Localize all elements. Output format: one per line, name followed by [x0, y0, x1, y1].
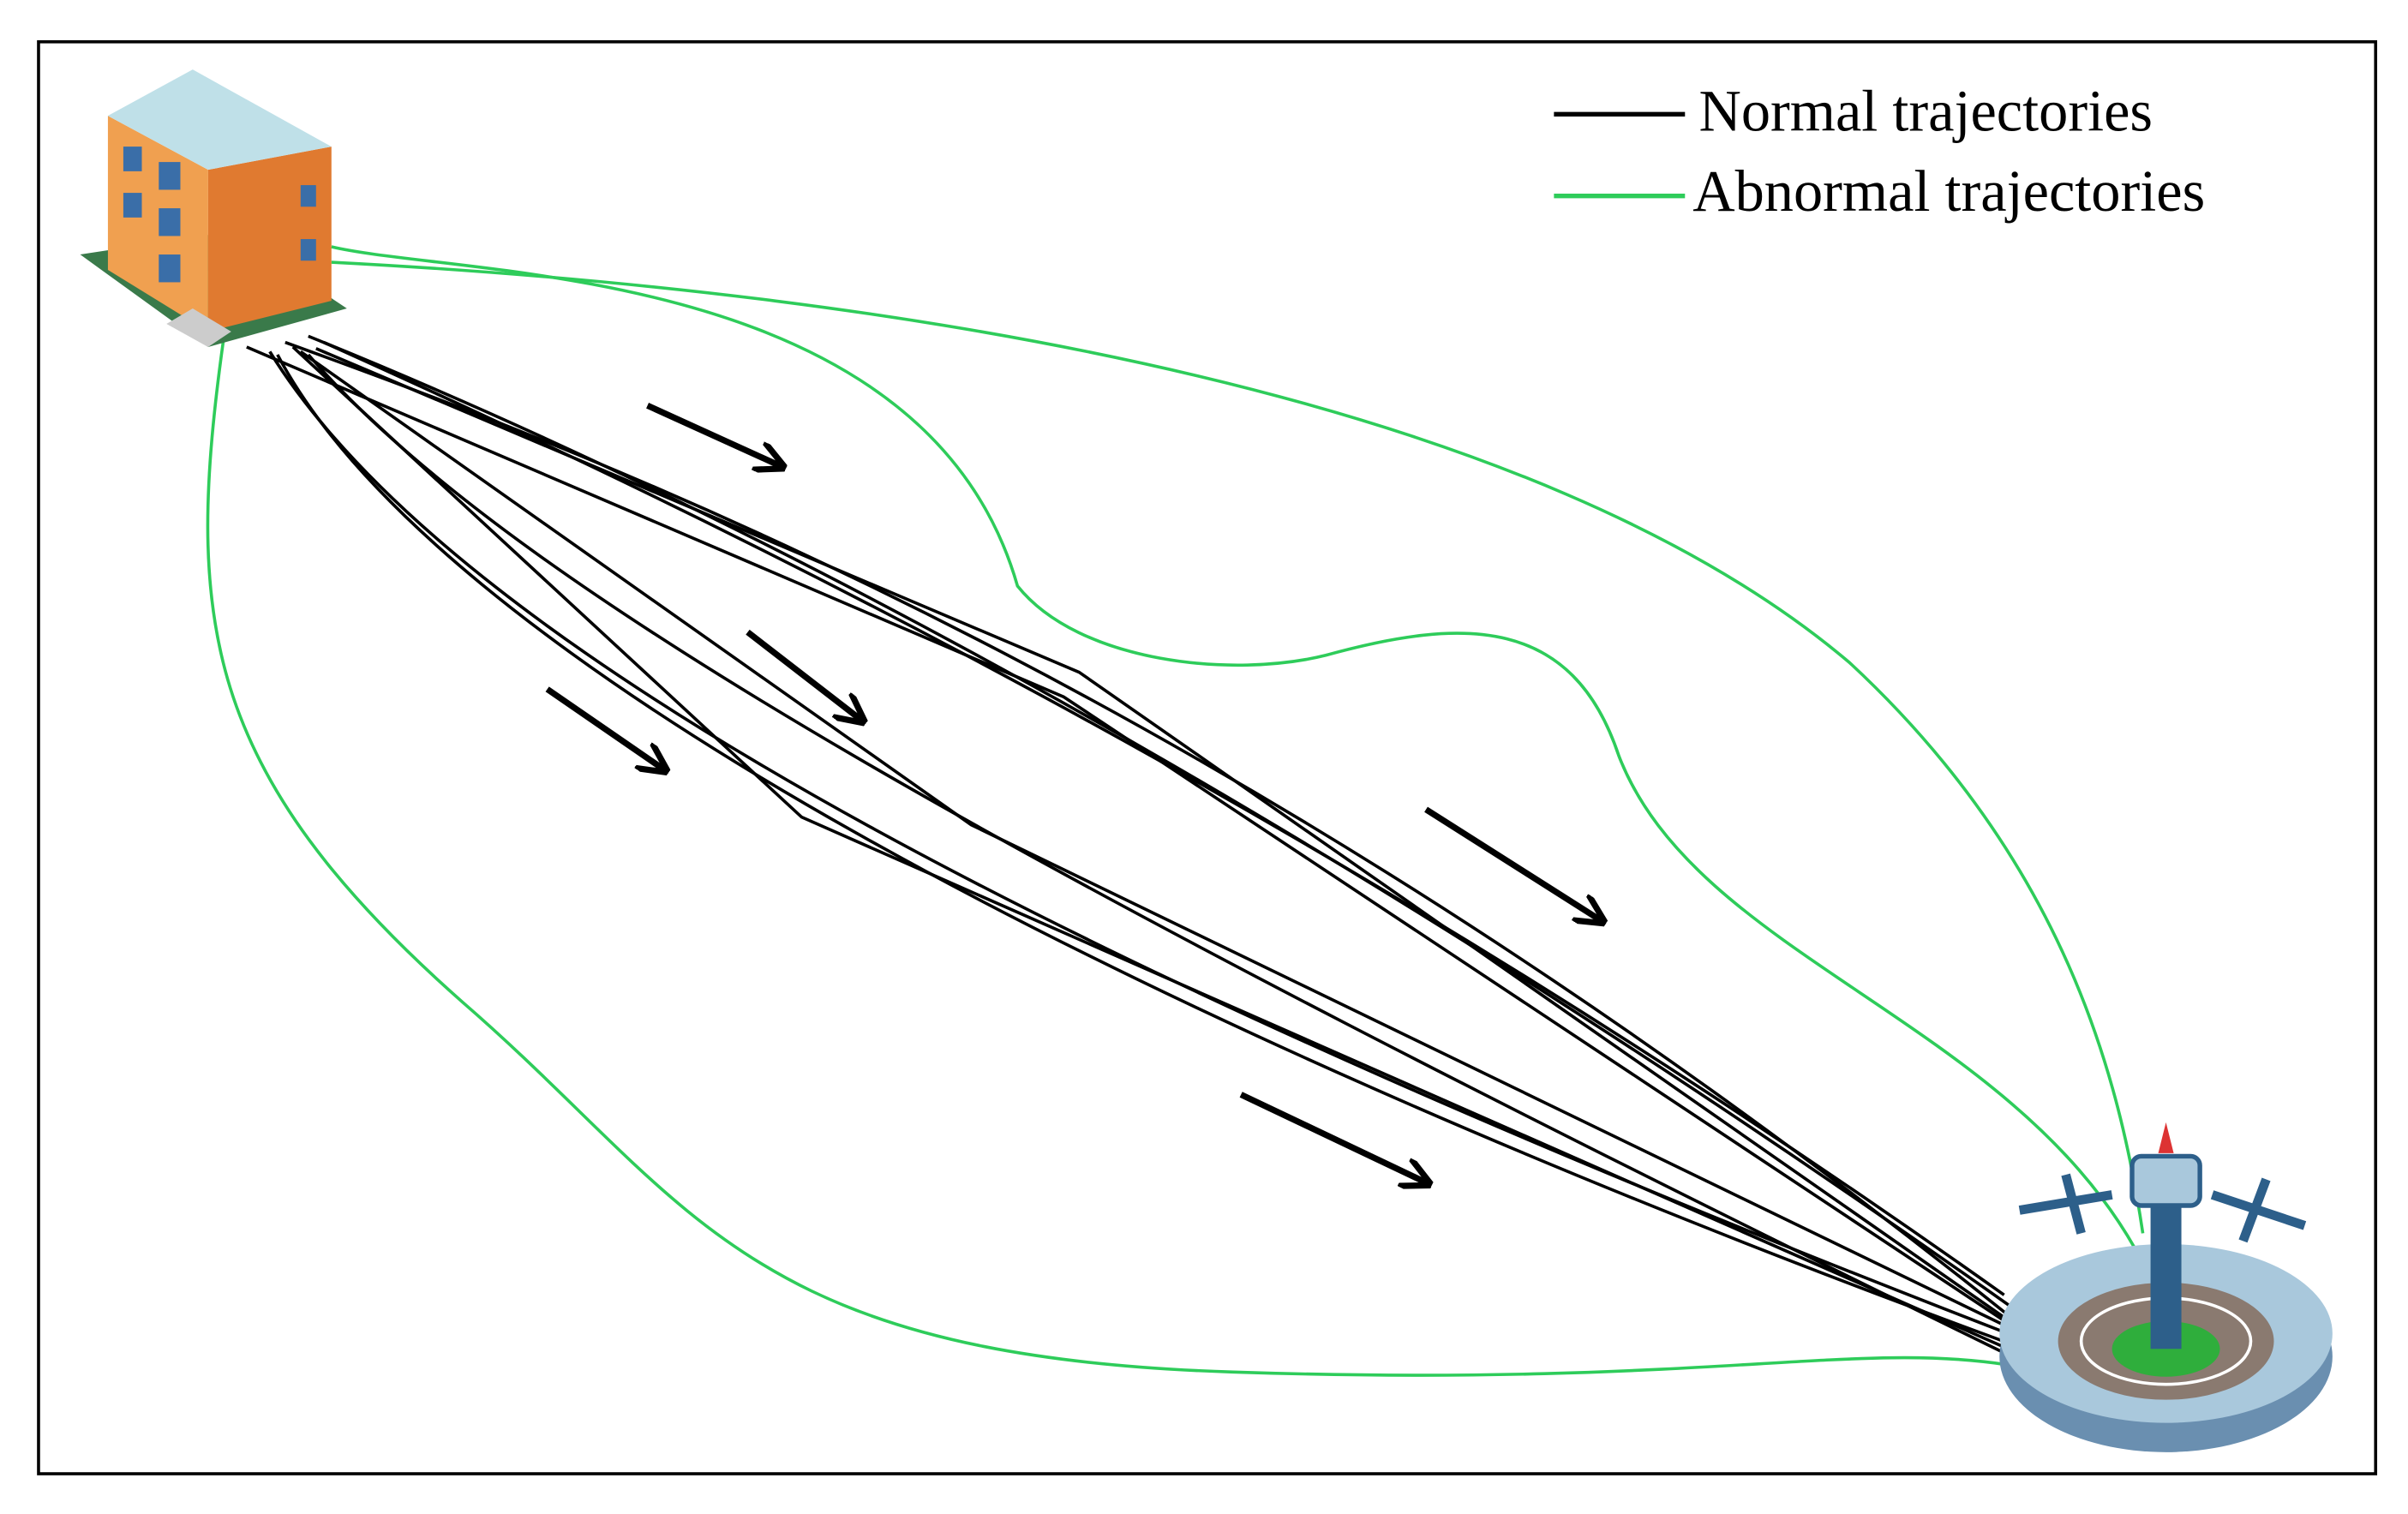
- legend-label: Abnormal trajectories: [1692, 159, 2205, 224]
- legend: Normal trajectories Abnormal trajectorie…: [1554, 79, 2205, 224]
- legend-label: Normal trajectories: [1698, 79, 2153, 144]
- normal-trajectories: [246, 334, 2013, 1358]
- building-icon: [80, 69, 347, 347]
- airport-icon: [1999, 1122, 2333, 1452]
- abnormal-trajectories: [206, 245, 2145, 1377]
- frame: [37, 39, 2378, 1475]
- direction-arrows: [545, 403, 1603, 1183]
